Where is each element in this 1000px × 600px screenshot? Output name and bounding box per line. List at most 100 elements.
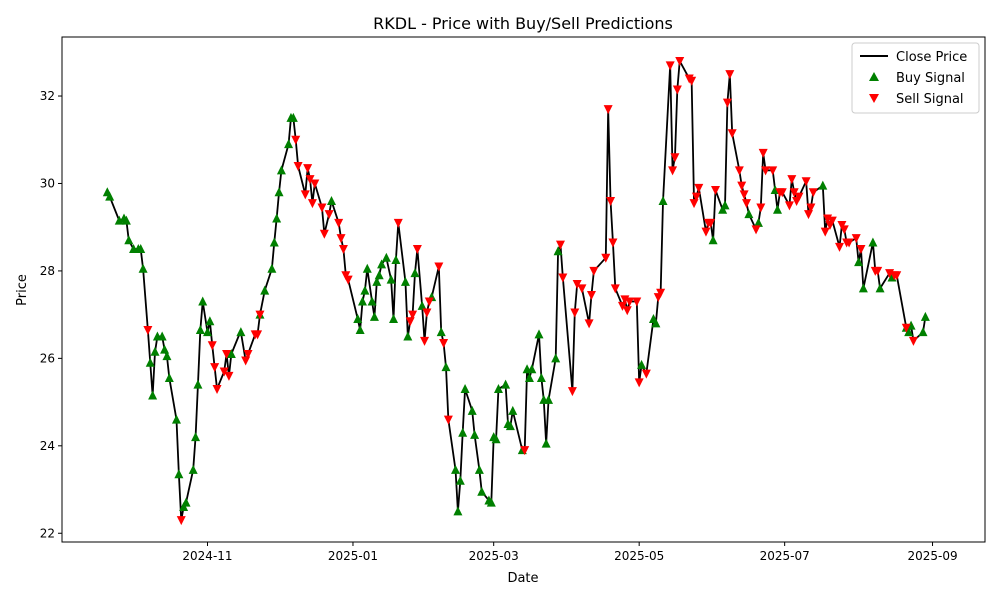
buy-signal-marker: [367, 296, 377, 306]
sell-signal-marker: [610, 284, 620, 294]
buy-signal-marker: [417, 300, 427, 310]
sell-signal-marker: [808, 188, 818, 198]
sell-signal-marker: [691, 192, 701, 202]
sell-signal-marker: [520, 446, 530, 456]
buy-signal-marker: [353, 314, 363, 324]
sell-signal-marker: [820, 227, 830, 237]
legend: Close Price Buy Signal Sell Signal: [851, 42, 980, 114]
sell-signal-marker: [758, 148, 768, 158]
sell-signal-marker: [255, 310, 265, 320]
sell-signal-marker: [656, 288, 666, 298]
buy-signal-marker: [544, 394, 554, 404]
sell-signal-marker: [727, 129, 737, 139]
sell-signal-marker: [291, 135, 301, 145]
buy-signal-marker: [453, 506, 463, 516]
buy-signal-marker: [744, 209, 754, 219]
sell-signal-marker: [567, 387, 577, 397]
buy-signal-marker: [536, 373, 546, 383]
sell-signal-marker: [768, 166, 778, 176]
sell-signal-marker: [739, 190, 749, 200]
buy-signal-marker: [524, 373, 534, 383]
buy-signal-marker: [202, 327, 212, 337]
buy-signal-marker: [854, 257, 864, 267]
buy-signal-marker: [753, 217, 763, 227]
sell-signal-marker: [668, 166, 678, 176]
buy-signal-marker: [637, 359, 647, 369]
sell-signal-marker: [804, 210, 814, 220]
sell-signal-marker: [572, 280, 582, 290]
sell-signal-marker: [608, 238, 618, 248]
sell-signal-marker: [851, 234, 861, 244]
buy-signal-marker: [441, 362, 451, 372]
buy-signal-marker: [284, 139, 294, 149]
legend-buy-swatch: [869, 72, 879, 81]
buy-signal-marker: [327, 195, 337, 205]
sell-signal-marker: [219, 367, 229, 377]
buy-signal-marker: [272, 213, 282, 223]
buy-signal-marker: [505, 421, 515, 431]
buy-signal-marker: [136, 244, 146, 254]
buy-signal-marker: [171, 414, 181, 424]
buy-signal-marker: [288, 112, 298, 122]
buy-signal-marker: [391, 254, 401, 264]
sell-signal-marker: [212, 384, 222, 394]
x-tick-label: 2025-05: [614, 549, 664, 563]
x-tick-label: 2025-09: [907, 549, 957, 563]
legend-sell-swatch: [869, 94, 879, 103]
buy-signal-marker: [470, 429, 480, 439]
sell-signal-marker: [706, 218, 716, 228]
sell-signal-marker: [835, 242, 845, 252]
buy-signal-marker: [553, 246, 563, 256]
buy-signal-marker: [160, 344, 170, 354]
legend-label-buy: Buy Signal: [896, 71, 965, 86]
plot-frame: [61, 36, 986, 543]
sell-signal-marker: [176, 516, 186, 526]
buy-signal-marker: [198, 296, 208, 306]
sell-signal-marker: [422, 308, 432, 318]
sell-signal-marker: [856, 245, 866, 255]
buy-signal-marker: [260, 285, 270, 295]
sell-signal-marker: [694, 183, 704, 193]
sell-signal-marker: [908, 336, 918, 346]
buy-signal-marker: [360, 285, 370, 295]
legend-box: [851, 42, 980, 114]
x-axis: 2024-11 2025-01 2025-03 2025-05 2025-07 2025-…: [182, 542, 958, 563]
buy-signal-marker: [451, 464, 461, 474]
sell-signal-marker: [307, 199, 317, 209]
sell-signal-marker: [343, 275, 353, 285]
sell-signal-marker: [210, 363, 220, 373]
sell-signal-marker: [303, 164, 313, 174]
sell-signal-marker: [253, 330, 263, 340]
sell-signal-marker: [687, 76, 697, 86]
sell-signal-marker: [641, 369, 651, 379]
y-tick-label: 30: [40, 176, 55, 190]
sell-signal-marker: [584, 319, 594, 329]
buy-signal-marker: [148, 390, 158, 400]
sell-signal-marker: [555, 240, 565, 250]
sell-signal-marker: [222, 349, 232, 359]
sell-signal-marker: [761, 166, 771, 176]
buy-signal-marker: [193, 379, 203, 389]
sell-signal-marker: [901, 323, 911, 333]
sell-signal-marker: [617, 301, 627, 311]
buy-signal-marker: [458, 427, 468, 437]
sell-signal-marker: [412, 245, 422, 255]
sell-signal-marker: [300, 190, 310, 200]
buy-signal-marker: [918, 327, 928, 337]
sell-signal-marker: [439, 339, 449, 349]
buy-signal-marker: [195, 324, 205, 334]
buy-signal-marker: [400, 276, 410, 286]
y-tick-label: 22: [40, 526, 55, 540]
sell-signal-marker: [310, 179, 320, 189]
buy-signal-marker: [541, 438, 551, 448]
buy-signal-marker: [358, 296, 368, 306]
sell-signal-marker: [737, 181, 747, 191]
buy-signal-marker: [181, 497, 191, 507]
buy-signal-marker: [875, 283, 885, 293]
sell-signal-marker: [243, 349, 253, 359]
sell-signal-marker: [722, 98, 732, 108]
sell-signal-marker: [319, 229, 329, 239]
buy-signal-marker: [369, 311, 379, 321]
buy-signal-marker: [501, 379, 511, 389]
buy-signal-marker: [267, 263, 277, 273]
